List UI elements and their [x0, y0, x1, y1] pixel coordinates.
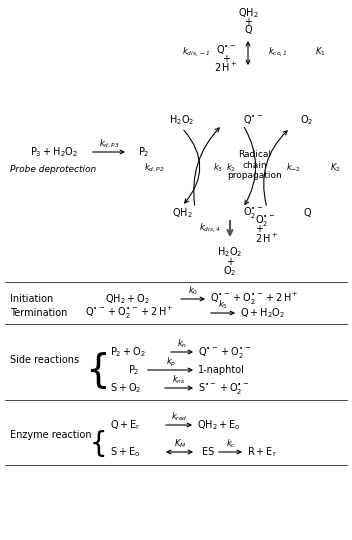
Text: $\mathregular{Q^{\bullet -} + O_2^{\bullet -}}$: $\mathregular{Q^{\bullet -} + O_2^{\bull… — [198, 345, 251, 360]
Text: $\mathregular{R + E_r}$: $\mathregular{R + E_r}$ — [247, 445, 277, 459]
Text: $\mathregular{O_2^{\bullet -}}$: $\mathregular{O_2^{\bullet -}}$ — [243, 206, 263, 220]
Text: $k_{d,\mathregular{P3}}$: $k_{d,\mathregular{P3}}$ — [99, 138, 119, 150]
Text: $\mathregular{Q + E_r}$: $\mathregular{Q + E_r}$ — [110, 418, 141, 432]
Text: $\mathregular{Q^{\bullet -}}$: $\mathregular{Q^{\bullet -}}$ — [243, 113, 263, 126]
Text: +: + — [255, 224, 263, 234]
Text: $\mathregular{H_2O_2}$: $\mathregular{H_2O_2}$ — [217, 245, 243, 259]
Text: $K_M$: $K_M$ — [174, 438, 186, 450]
Text: $k_{ns}$: $k_{ns}$ — [172, 374, 186, 386]
Text: $\mathregular{S + O_2}$: $\mathregular{S + O_2}$ — [110, 381, 142, 395]
Text: $K_2$: $K_2$ — [330, 162, 340, 174]
Text: $\mathregular{QH_2 + E_o}$: $\mathregular{QH_2 + E_o}$ — [197, 418, 241, 432]
Text: $\mathregular{O_2}$: $\mathregular{O_2}$ — [223, 264, 237, 278]
Text: $\mathregular{2\,H^+}$: $\mathregular{2\,H^+}$ — [214, 60, 238, 73]
Text: $\mathregular{P_2}$: $\mathregular{P_2}$ — [128, 363, 139, 377]
Text: Q: Q — [303, 208, 311, 218]
Text: $k_5$: $k_5$ — [218, 299, 228, 311]
Text: $\mathregular{P_3 + H_2O_2}$: $\mathregular{P_3 + H_2O_2}$ — [30, 145, 78, 159]
Text: Probe deprotection: Probe deprotection — [10, 165, 96, 174]
Text: Termination: Termination — [10, 308, 67, 318]
Text: $\mathregular{Q^{\bullet -}}$: $\mathregular{Q^{\bullet -}}$ — [216, 44, 236, 57]
Text: $K_1$: $K_1$ — [315, 46, 325, 58]
Text: $k_{red}$: $k_{red}$ — [171, 411, 187, 423]
Text: $\mathregular{QH_2}$: $\mathregular{QH_2}$ — [238, 6, 258, 20]
Text: +: + — [222, 54, 230, 64]
Text: $k_2$: $k_2$ — [226, 162, 236, 174]
Text: $\mathregular{QH_2 + O_2}$: $\mathregular{QH_2 + O_2}$ — [105, 292, 150, 306]
Text: $\mathregular{Q^{\bullet -} + O_2^{\bullet -} + 2\,H^+}$: $\mathregular{Q^{\bullet -} + O_2^{\bull… — [85, 305, 174, 321]
Text: Q: Q — [244, 25, 252, 35]
Text: $\mathregular{O_2}$: $\mathregular{O_2}$ — [300, 113, 314, 127]
Text: $k_n$: $k_n$ — [177, 338, 187, 350]
Text: $\mathregular{O_2^{\bullet -}}$: $\mathregular{O_2^{\bullet -}}$ — [255, 213, 275, 227]
Text: {: { — [86, 351, 111, 389]
Text: $k_{d,\mathregular{P2}}$: $k_{d,\mathregular{P2}}$ — [144, 162, 164, 174]
Text: Enzyme reaction: Enzyme reaction — [10, 430, 92, 440]
Text: $\mathregular{P_2}$: $\mathregular{P_2}$ — [138, 145, 150, 159]
Text: $k_p$: $k_p$ — [166, 355, 176, 368]
Text: $\mathregular{S + E_o}$: $\mathregular{S + E_o}$ — [110, 445, 140, 459]
Text: +: + — [244, 17, 252, 27]
Text: $\mathregular{H_2O_2}$: $\mathregular{H_2O_2}$ — [169, 113, 195, 127]
Text: $k_0$: $k_0$ — [188, 285, 198, 297]
Text: {: { — [89, 430, 107, 458]
Text: ES: ES — [202, 447, 214, 457]
Text: +: + — [226, 257, 234, 267]
Text: Radical
chain
propagation: Radical chain propagation — [228, 150, 282, 180]
Text: $k_\mathregular{dis,4}$: $k_\mathregular{dis,4}$ — [199, 221, 221, 235]
Text: $\mathregular{Q + H_2O_2}$: $\mathregular{Q + H_2O_2}$ — [240, 306, 285, 320]
Text: $k_\mathregular{dis,-1}$: $k_\mathregular{dis,-1}$ — [182, 45, 210, 59]
Text: Initiation: Initiation — [10, 294, 53, 304]
Text: $k_c$: $k_c$ — [226, 438, 236, 450]
Text: $\mathregular{S^{\bullet -} + O_2^{\bullet -}}$: $\mathregular{S^{\bullet -} + O_2^{\bull… — [198, 381, 250, 395]
Text: 1-naphtol: 1-naphtol — [198, 365, 245, 375]
Text: $k_{-2}$: $k_{-2}$ — [285, 162, 301, 174]
Text: $\mathregular{2\,H^+}$: $\mathregular{2\,H^+}$ — [255, 232, 278, 245]
Text: $\mathregular{Q^{\bullet -} + O_2^{\bullet -} + 2\,H^+}$: $\mathregular{Q^{\bullet -} + O_2^{\bull… — [210, 291, 299, 307]
Text: Side reactions: Side reactions — [10, 355, 79, 365]
Text: $k_\mathregular{co,1}$: $k_\mathregular{co,1}$ — [268, 45, 288, 59]
Text: $k_3$: $k_3$ — [213, 162, 223, 174]
Text: $\mathregular{QH_2}$: $\mathregular{QH_2}$ — [172, 206, 192, 220]
Text: $\mathregular{P_2 + O_2}$: $\mathregular{P_2 + O_2}$ — [110, 345, 146, 359]
